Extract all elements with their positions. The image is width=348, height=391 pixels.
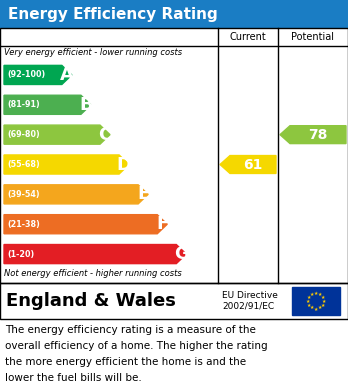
Text: F: F (156, 215, 168, 233)
Text: (39-54): (39-54) (7, 190, 40, 199)
Text: ★: ★ (314, 307, 318, 312)
Text: E: E (137, 185, 149, 203)
Text: Very energy efficient - lower running costs: Very energy efficient - lower running co… (4, 48, 182, 57)
Text: ★: ★ (314, 291, 318, 296)
Polygon shape (280, 126, 346, 143)
Bar (0, 283, 348, 319)
Text: overall efficiency of a home. The higher the rating: overall efficiency of a home. The higher… (5, 341, 268, 351)
Text: ★: ★ (321, 303, 325, 307)
Polygon shape (4, 125, 110, 144)
Text: ★: ★ (318, 292, 322, 296)
Text: C: C (98, 126, 112, 143)
Polygon shape (4, 185, 148, 204)
Text: 61: 61 (243, 158, 263, 172)
Polygon shape (4, 244, 186, 264)
Text: Current: Current (230, 32, 266, 42)
Text: ★: ★ (307, 303, 311, 307)
Text: (55-68): (55-68) (7, 160, 40, 169)
Text: D: D (117, 156, 132, 174)
Polygon shape (220, 156, 276, 174)
Text: ★: ★ (322, 298, 326, 303)
Bar (0, 283, 348, 319)
Polygon shape (4, 215, 167, 234)
Text: 2002/91/EC: 2002/91/EC (222, 301, 274, 310)
Text: (21-38): (21-38) (7, 220, 40, 229)
Text: ★: ★ (306, 298, 310, 303)
Text: Energy Efficiency Rating: Energy Efficiency Rating (8, 7, 218, 22)
Polygon shape (4, 65, 72, 84)
Text: B: B (79, 96, 93, 114)
Text: EU Directive: EU Directive (222, 292, 278, 301)
Text: ★: ★ (310, 305, 314, 310)
Text: G: G (174, 245, 189, 263)
Text: 78: 78 (308, 127, 328, 142)
Text: The energy efficiency rating is a measure of the: The energy efficiency rating is a measur… (5, 325, 256, 335)
Bar (0, 319, 348, 391)
Text: ★: ★ (321, 294, 325, 300)
Text: ★: ★ (310, 292, 314, 296)
Text: Potential: Potential (292, 32, 334, 42)
Polygon shape (4, 95, 91, 114)
Text: Not energy efficient - higher running costs: Not energy efficient - higher running co… (4, 269, 182, 278)
Text: (1-20): (1-20) (7, 249, 34, 258)
Text: England & Wales: England & Wales (6, 292, 176, 310)
Text: ★: ★ (307, 294, 311, 300)
Bar (0, 0, 348, 28)
Polygon shape (4, 155, 129, 174)
Text: (69-80): (69-80) (7, 130, 40, 139)
Text: lower the fuel bills will be.: lower the fuel bills will be. (5, 373, 142, 383)
Bar (0, 28, 348, 283)
Text: A: A (60, 66, 74, 84)
Text: (92-100): (92-100) (7, 70, 45, 79)
Text: ★: ★ (318, 305, 322, 310)
Bar (292, 287, 340, 315)
Text: (81-91): (81-91) (7, 100, 40, 109)
Text: the more energy efficient the home is and the: the more energy efficient the home is an… (5, 357, 246, 367)
